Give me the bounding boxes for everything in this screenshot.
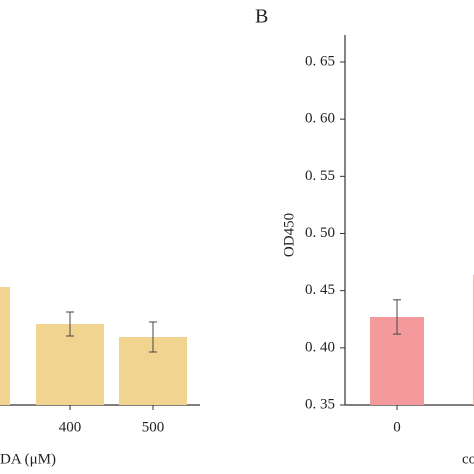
bar [36,324,104,405]
y-tick-label: 0. 45 [305,282,335,298]
y-tick-label: 0. 60 [305,111,335,127]
x-axis-label: DA (μM) [0,451,56,467]
error-bar [149,321,157,353]
y-tick-label: 0. 50 [305,225,335,241]
y-tick-label: 0. 65 [305,53,335,69]
x-tick-label: 0 [393,419,401,435]
bar [0,287,10,405]
y-tick-label: 0. 55 [305,168,335,184]
error-bar [393,299,401,335]
y-axis-label: OD450 [281,213,297,257]
x-tick-label: 500 [142,419,165,435]
x-axis-label: co [462,451,474,467]
error-bar [66,311,74,337]
y-tick-label: 0. 40 [305,339,335,355]
panel-label: B [255,6,268,28]
y-tick-label: 0. 35 [305,396,335,412]
x-tick-label: 400 [59,419,82,435]
